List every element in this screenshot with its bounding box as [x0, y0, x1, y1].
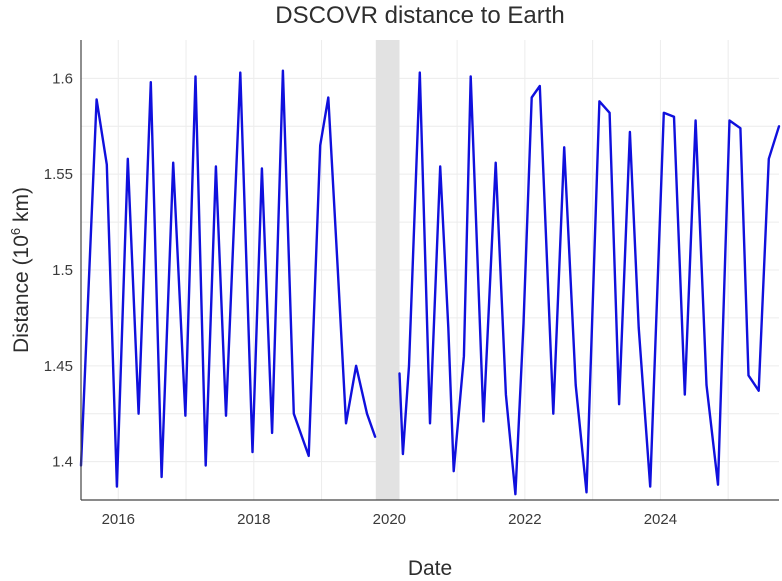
y-tick-label: 1.5 [52, 262, 73, 279]
y-tick-label: 1.6 [52, 70, 73, 87]
x-tick-label: 2024 [644, 511, 677, 528]
y-tick-label: 1.45 [44, 358, 73, 375]
data-gap-shading [375, 40, 400, 500]
x-tick-label: 2018 [237, 511, 270, 528]
chart-title: DSCOVR distance to Earth [275, 2, 564, 29]
gap-shading-layer [375, 40, 400, 500]
y-axis-title: Distance (106 km) [8, 187, 33, 353]
y-tick-label: 1.4 [52, 454, 73, 471]
y-axis-title-suffix: km) [10, 187, 33, 228]
series-line-segment [398, 71, 781, 496]
series-layer [79, 69, 781, 496]
grid-layer [81, 40, 779, 500]
tick-label-layer: 2016 2018 2020 2022 2024 1.4 1.45 1.5 1.55 1.6 [44, 70, 677, 528]
x-tick-label: 2020 [373, 511, 406, 528]
x-axis-title: Date [408, 557, 452, 580]
y-axis-title-prefix: Distance (10 [10, 235, 33, 353]
y-axis-title-exponent: 6 [8, 228, 23, 235]
y-tick-label: 1.55 [44, 166, 73, 183]
axis-layer [80, 40, 779, 501]
series-line-segment [79, 69, 377, 488]
x-tick-label: 2016 [102, 511, 135, 528]
x-tick-label: 2022 [508, 511, 541, 528]
